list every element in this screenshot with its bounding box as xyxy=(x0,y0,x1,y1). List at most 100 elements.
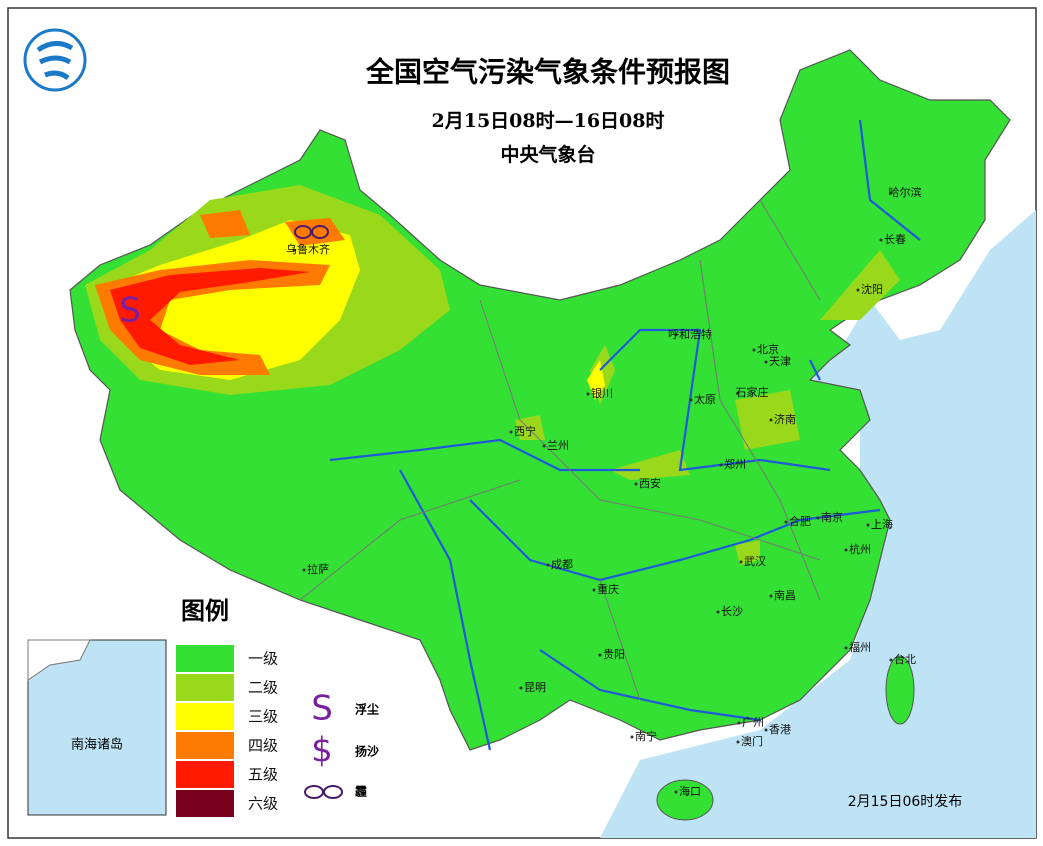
city-label: 南宁 xyxy=(635,729,657,743)
legend-title: 图例 xyxy=(181,597,229,625)
city-dot xyxy=(519,686,523,690)
city-label: 济南 xyxy=(774,412,796,426)
legend-label: 五级 xyxy=(248,766,278,784)
city-dot xyxy=(769,594,773,598)
level5-area xyxy=(110,268,310,365)
city-label: 沈阳 xyxy=(861,282,883,296)
city-label: 南昌 xyxy=(774,589,796,602)
city-dot xyxy=(592,588,596,592)
legend-swatch xyxy=(176,645,234,672)
city-label: 西安 xyxy=(639,476,661,490)
city-label: 杭州 xyxy=(849,542,871,556)
city-dot xyxy=(292,248,296,252)
city-label: 昆明 xyxy=(524,681,546,694)
city-label: 台北 xyxy=(894,652,916,666)
city-dot xyxy=(784,520,788,524)
city-label: 澳门 xyxy=(741,734,763,748)
city-label: 海口 xyxy=(679,784,701,798)
city-label: 重庆 xyxy=(597,582,619,596)
city-label: 太原 xyxy=(694,393,716,406)
city-label: 长春 xyxy=(884,233,906,246)
legend-label: 三级 xyxy=(248,708,278,726)
city-dot xyxy=(546,563,550,567)
haze-marker xyxy=(294,225,329,239)
city-label: 西宁 xyxy=(514,424,536,438)
city-dot xyxy=(844,646,848,650)
city-label: 合肥 xyxy=(789,514,811,528)
city-label: 香港 xyxy=(769,723,791,736)
logo-mark xyxy=(36,41,74,81)
city-dot xyxy=(634,482,638,486)
city-label: 石家庄 xyxy=(736,385,769,399)
city-dot xyxy=(302,568,306,572)
legend-label: 四级 xyxy=(248,737,278,755)
city-label: 天津 xyxy=(769,355,791,368)
hainan xyxy=(656,779,714,821)
city-label: 呼和浩特 xyxy=(668,327,712,341)
city-dot xyxy=(736,391,740,395)
taiwan xyxy=(885,655,915,725)
city-label: 福州 xyxy=(849,640,871,654)
legend-label: 一级 xyxy=(248,650,278,668)
haze-ring xyxy=(311,225,329,239)
city-label: 乌鲁木齐 xyxy=(286,242,330,256)
legend-haze-icon xyxy=(323,785,343,799)
city-dot xyxy=(586,392,590,396)
city-label: 成都 xyxy=(551,558,573,571)
legend-label: 二级 xyxy=(248,679,278,697)
city-label: 兰州 xyxy=(547,439,569,452)
sea xyxy=(600,210,1036,838)
level2-area xyxy=(515,250,900,565)
legend-label: 六级 xyxy=(248,795,278,813)
city-dot xyxy=(866,523,870,527)
city-dot xyxy=(764,360,768,364)
inset-label: 南海诸岛 xyxy=(71,737,123,753)
city-dot xyxy=(889,191,893,195)
legend-swatch xyxy=(176,790,234,817)
legend-symbol-label: 浮尘 xyxy=(355,702,379,717)
city-dot xyxy=(856,288,860,292)
city-dot xyxy=(737,721,741,725)
city-dot xyxy=(719,463,723,467)
city-label: 北京 xyxy=(757,342,779,356)
city-dot xyxy=(674,790,678,794)
city-dot xyxy=(598,653,602,657)
city-dot xyxy=(889,658,893,662)
issuer: 中央气象台 xyxy=(500,143,595,166)
city-label: 武汉 xyxy=(744,555,766,568)
city-dot xyxy=(716,610,720,614)
inset-land xyxy=(27,639,91,681)
inset-frame xyxy=(27,639,167,816)
city-dot xyxy=(542,444,546,448)
dust-marker: S xyxy=(119,291,141,331)
city-label: 南京 xyxy=(821,510,843,524)
legend-swatch xyxy=(176,674,234,701)
issued-time: 2月15日06时发布 xyxy=(848,794,963,810)
city-dot xyxy=(630,735,634,739)
city-label: 银川 xyxy=(591,386,613,400)
city-dot xyxy=(769,418,773,422)
city-label: 贵阳 xyxy=(603,648,625,661)
city-dot xyxy=(509,430,513,434)
legend-symbol: $ xyxy=(311,731,333,771)
city-dot xyxy=(816,516,820,520)
legend-symbol-label: 扬沙 xyxy=(355,744,379,759)
city-label: 广州 xyxy=(742,716,764,729)
province-border xyxy=(299,199,821,701)
city-dot xyxy=(752,348,756,352)
city-dot xyxy=(764,728,768,732)
city-dot xyxy=(674,333,678,337)
legend-swatch xyxy=(176,703,234,730)
city-label: 拉萨 xyxy=(307,562,329,576)
city-dot xyxy=(879,238,883,242)
city-label: 郑州 xyxy=(724,457,746,471)
city-dot xyxy=(736,740,740,744)
logo xyxy=(23,28,87,92)
legend-swatch xyxy=(176,761,234,788)
city-dot xyxy=(844,548,848,552)
legend-swatch xyxy=(176,732,234,759)
title: 全国空气污染气象条件预报图 xyxy=(365,56,730,89)
